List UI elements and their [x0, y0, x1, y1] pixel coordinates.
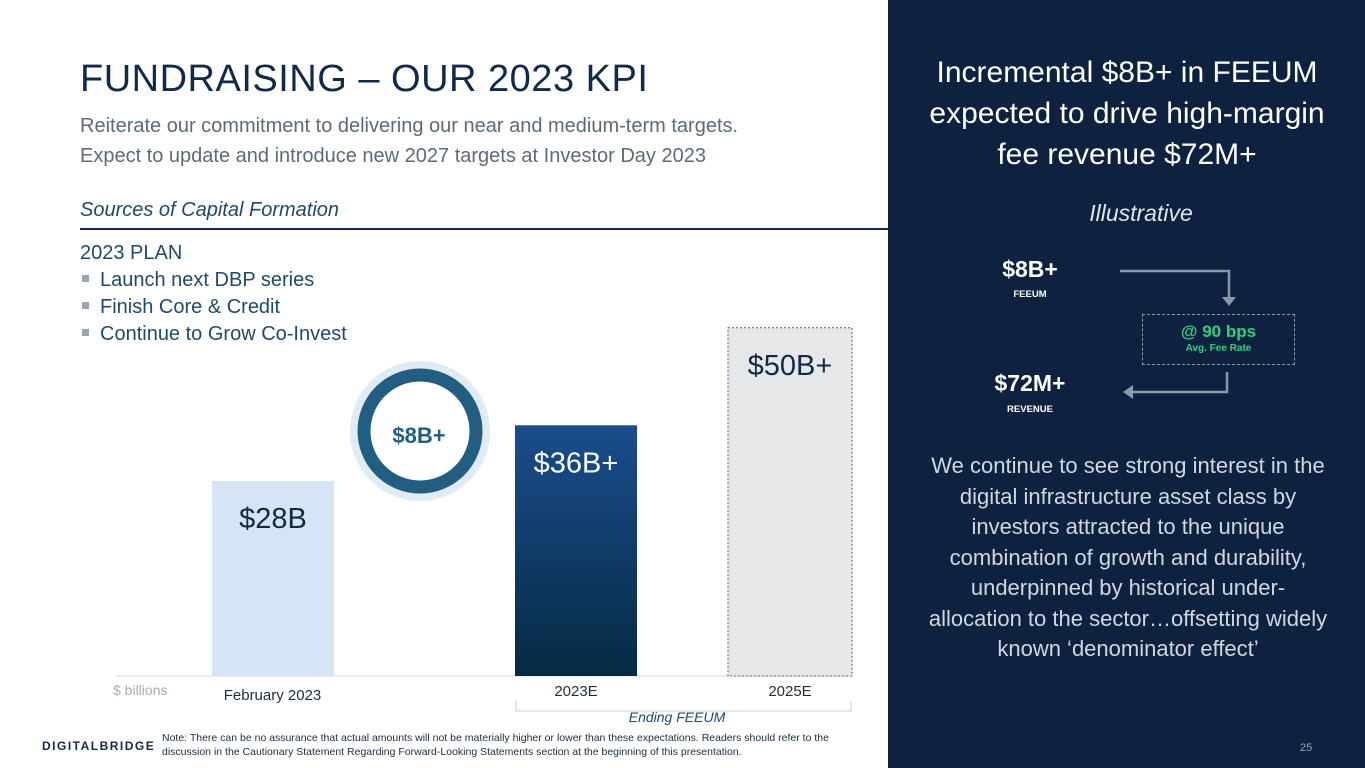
fee-flow-diagram — [1120, 269, 1236, 399]
plan-heading: 2023 PLAN — [80, 242, 183, 264]
fee-rate-label: Avg. Fee Rate — [1185, 343, 1252, 354]
data-label-february-2023: $28B — [239, 503, 307, 535]
flow-connector — [1132, 372, 1229, 394]
plan-item: Finish Core & Credit — [82, 296, 280, 319]
page-title: FUNDRAISING – OUR 2023 KPI — [80, 58, 649, 100]
feeum-value: $8B+ — [1002, 256, 1058, 282]
group-bracket — [515, 701, 852, 712]
section-label: Sources of Capital Formation — [80, 199, 340, 221]
arrow-down-icon — [1222, 297, 1236, 306]
company-logo: DIGITALBRIDGE — [42, 739, 156, 753]
feeum-label: FEEUM — [1013, 289, 1047, 300]
bar-2023e — [515, 425, 637, 676]
plan-item: Launch next DBP series — [82, 269, 314, 292]
panel-body-text: We continue to see strong interest in th… — [928, 453, 1328, 661]
arrow-left-icon — [1123, 385, 1133, 399]
bar-2025e — [727, 327, 853, 677]
square-bullet-icon — [82, 302, 89, 310]
plan-item-label: Finish Core & Credit — [100, 296, 281, 318]
page-number: 25 — [1300, 742, 1313, 754]
feeum-bar-chart: $28B $36B+ $50B+ $8B+ $ billions Februar… — [113, 327, 853, 725]
category-label-2023e: 2023E — [554, 683, 597, 700]
increment-label: $8B+ — [392, 423, 445, 448]
square-bullet-icon — [82, 275, 89, 283]
panel-headline: Incremental $8B+ in FEEUM expected to dr… — [929, 56, 1325, 171]
disclaimer-note: Note: There can be no assurance that act… — [162, 732, 829, 758]
increment-ring — [357, 368, 483, 494]
revenue-label: REVENUE — [1007, 404, 1053, 415]
subtitle-line-1: Reiterate our commitment to delivering o… — [80, 115, 739, 137]
fee-rate-value: @ 90 bps — [1180, 322, 1257, 341]
bar-february-2023 — [212, 481, 334, 676]
data-label-2025e: $50B+ — [748, 350, 833, 382]
category-label-february-2023: February 2023 — [224, 687, 322, 704]
subtitle-line-2: Expect to update and introduce new 2027 … — [80, 145, 706, 167]
plan-item-label: Continue to Grow Co-Invest — [100, 323, 347, 345]
flow-connector — [1120, 269, 1231, 298]
square-bullet-icon — [82, 329, 89, 337]
group-label: Ending FEEUM — [629, 709, 726, 725]
illustrative-label: Illustrative — [1089, 200, 1193, 226]
plan-item: Continue to Grow Co-Invest — [82, 323, 347, 346]
category-label-2025e: 2025E — [768, 683, 811, 700]
right-panel — [888, 0, 1365, 768]
data-label-2023e: $36B+ — [534, 447, 619, 479]
unit-label: $ billions — [113, 682, 167, 698]
section-divider — [80, 228, 888, 230]
fee-rate-box: @ 90 bps Avg. Fee Rate — [1142, 314, 1295, 365]
revenue-value: $72M+ — [994, 370, 1066, 396]
plan-item-label: Launch next DBP series — [100, 269, 315, 291]
